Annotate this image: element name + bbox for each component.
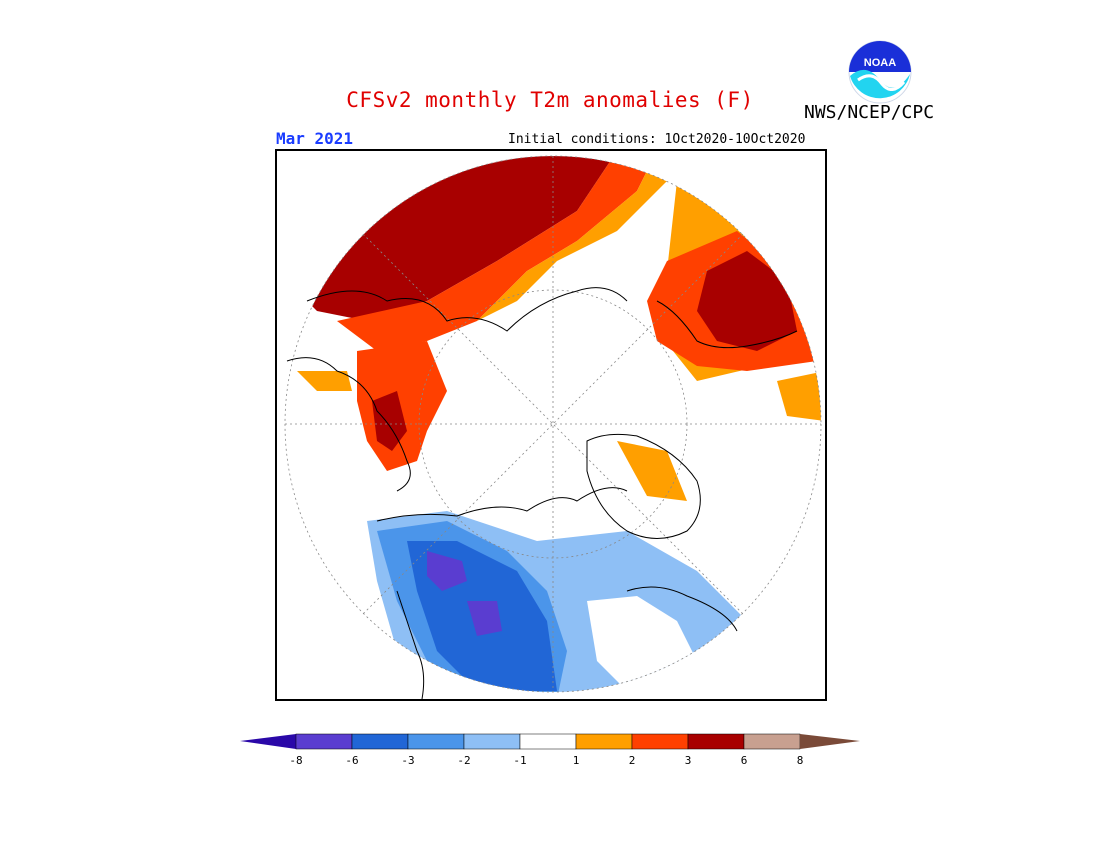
colorbar-swatch bbox=[295, 733, 353, 750]
anomaly-region-orange-siberia bbox=[477, 156, 677, 321]
anomaly-region-purple-canada bbox=[467, 601, 502, 636]
noaa-logo-text: NOAA bbox=[864, 57, 896, 69]
colorbar-swatch bbox=[519, 733, 577, 750]
agency-label: NWS/NCEP/CPC bbox=[804, 102, 935, 123]
anomaly-region-orange-kamchatka bbox=[297, 371, 352, 391]
anomaly-region-purple-northamerica bbox=[427, 551, 467, 591]
colorbar-tick-label: -3 bbox=[401, 754, 415, 767]
anomaly-region-orange-westeurope bbox=[777, 371, 821, 421]
anomaly-region-red-eastasia bbox=[357, 341, 447, 471]
colorbar-tick-label: 3 bbox=[684, 754, 692, 767]
polar-map bbox=[275, 149, 827, 701]
initial-conditions: Initial conditions: 1Oct2020-10Oct2020 bbox=[508, 132, 806, 147]
map-title: CFSv2 monthly T2m anomalies (F) bbox=[346, 88, 754, 112]
colorbar-swatch bbox=[407, 733, 465, 750]
colorbar-swatch bbox=[743, 733, 801, 750]
colorbar-tick-label: -6 bbox=[345, 754, 359, 767]
anomaly-region-darkred-eastasia bbox=[372, 391, 407, 451]
anomaly-region-orange-greenland bbox=[617, 441, 687, 501]
colorbar-swatch bbox=[631, 733, 689, 750]
colorbar-tick-label: -8 bbox=[289, 754, 303, 767]
forecast-month: Mar 2021 bbox=[276, 129, 354, 148]
anomaly-region-dark-red-siberia bbox=[297, 156, 617, 321]
polar-map-svg bbox=[284, 155, 822, 699]
colorbar-tick-label: -2 bbox=[457, 754, 471, 767]
colorbar-tick-label: 8 bbox=[796, 754, 804, 767]
colorbar-swatch bbox=[351, 733, 409, 750]
colorbar-swatch bbox=[575, 733, 633, 750]
colorbar-arrow-high bbox=[800, 734, 860, 749]
colorbar-arrow-low bbox=[240, 734, 296, 749]
colorbar-swatch bbox=[687, 733, 745, 750]
colorbar-tick-label: 1 bbox=[572, 754, 580, 767]
anomaly-region-red-siberia bbox=[337, 156, 657, 351]
colorbar-swatch bbox=[463, 733, 521, 750]
map-gridlines bbox=[284, 155, 822, 693]
colorbar-tick-label: 2 bbox=[628, 754, 636, 767]
colorbar-tick-label: -1 bbox=[513, 754, 527, 767]
noaa-logo: NOAA bbox=[848, 40, 912, 104]
colorbar-tick-label: 6 bbox=[740, 754, 748, 767]
anomaly-region-darkred-europe bbox=[697, 251, 797, 351]
coastlines bbox=[286, 287, 798, 699]
